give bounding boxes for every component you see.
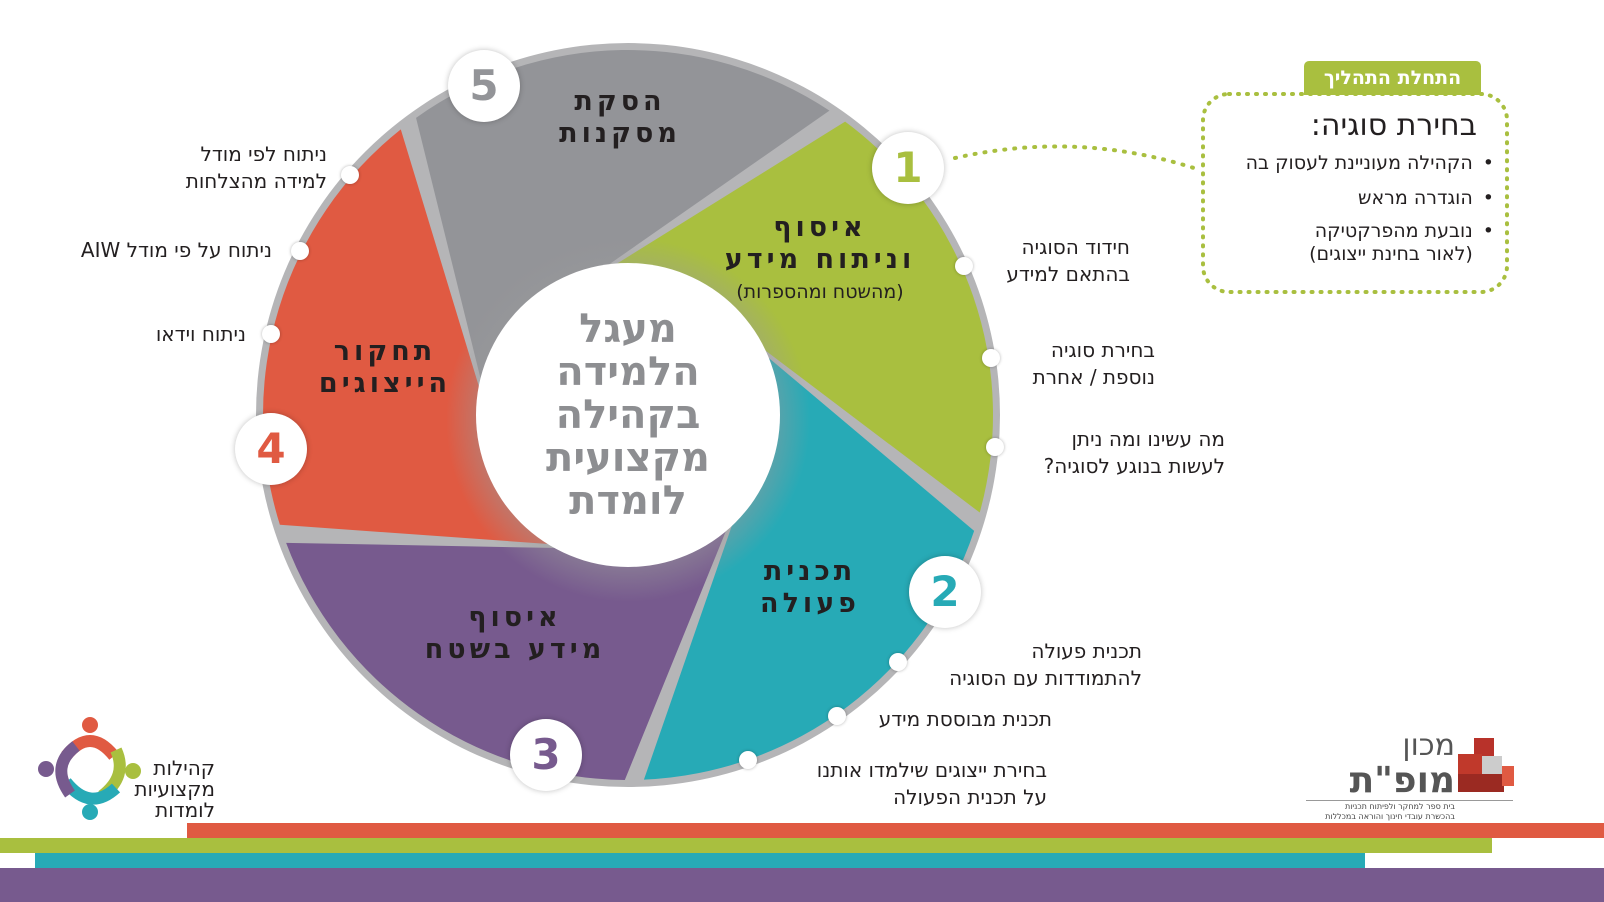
- annotation-seg4-2: ניתוח על פי מודל AIW: [30, 237, 272, 264]
- logo-divider: [1306, 800, 1513, 801]
- title-line: הסקת: [574, 86, 666, 117]
- bullet-icon: •: [1482, 187, 1494, 209]
- segment-2: [643, 355, 975, 780]
- annotation-line: ניתוח לפי מודל: [200, 142, 327, 166]
- annotation-line: נוספת / אחרת: [1032, 365, 1155, 389]
- mofet-logo-text: מכון מופ"ת: [1340, 730, 1455, 800]
- annotation-dot: [889, 653, 907, 671]
- annotation-dot: [828, 707, 846, 725]
- dotted-connector: [953, 144, 1202, 172]
- segment-5-title: הסקת מסקנות: [520, 86, 720, 150]
- segment-4-title: תחקור הייצוגים: [290, 336, 480, 400]
- start-tag: התחלת התהליך: [1304, 61, 1481, 95]
- center-line: בקהילה: [555, 392, 701, 438]
- logo-line: לומדות: [155, 798, 215, 822]
- bullet-text: נובעת מהפרקטיקה (לאור בחינת ייצוגים): [1309, 220, 1473, 265]
- step-1-badge: 1: [872, 132, 944, 204]
- annotation-line: חידוד הסוגיה: [1021, 235, 1130, 259]
- segment-1-subtitle: (מהשטח ומהספרות): [736, 281, 904, 303]
- stripe-orange: [187, 823, 1604, 838]
- annotation-line: בהתאם למידע: [1006, 262, 1130, 286]
- center-circle: [476, 263, 780, 567]
- segment-3-title: איסוף מידע בשטח: [400, 602, 630, 666]
- center-line: לומדת: [569, 478, 687, 524]
- annotation-dot: [982, 349, 1000, 367]
- logo-line: מקצועיות: [134, 777, 215, 801]
- communities-logo-icon: [38, 717, 141, 820]
- annotation-line: להתמודדות עם הסוגיה: [949, 666, 1142, 690]
- annotation-seg2-1: תכנית פעולה להתמודדות עם הסוגיה: [912, 638, 1142, 692]
- center-line: מקצועית: [546, 435, 710, 481]
- annotation-line: לעשות בנוגע לסוגיה?: [1043, 454, 1225, 478]
- annotation-seg1-2: בחירת סוגיה נוספת / אחרת: [1005, 337, 1155, 391]
- mofet-tagline: בית ספר למחקר ולפיתוח תכניות בהכשרת עובד…: [1300, 802, 1455, 822]
- stripe-green: [0, 838, 1492, 853]
- step-2-badge: 2: [909, 556, 981, 628]
- annotation-dot: [341, 166, 359, 184]
- annotation-seg1-1: חידוד הסוגיה בהתאם למידע: [980, 234, 1130, 288]
- bullet-icon: •: [1482, 152, 1494, 174]
- annotation-line: ניתוח וידאו: [155, 322, 246, 346]
- bullet-icon: •: [1482, 220, 1494, 242]
- center-line: מעגל: [579, 306, 677, 352]
- tagline-line: בית ספר למחקר ולפיתוח תכניות: [1344, 802, 1455, 811]
- step-3-badge: 3: [510, 719, 582, 791]
- segment-2-title: תכנית פעולה: [715, 556, 905, 620]
- annotation-dot: [291, 242, 309, 260]
- annotation-line: למידה מהצלחות: [185, 169, 327, 193]
- annotation-seg4-1: ניתוח לפי מודל למידה מהצלחות: [130, 141, 327, 195]
- mofet-logo-icon: [1458, 738, 1514, 792]
- segment-1-title: איסוף וניתוח מידע (מהשטח ומהספרות): [690, 212, 950, 308]
- annotation-line: על תכנית הפעולה: [893, 785, 1047, 809]
- bullet-item: • הוגדרה מראש: [1212, 185, 1494, 211]
- annotation-line: ניתוח על פי מודל AIW: [80, 238, 272, 262]
- annotation-dot: [986, 438, 1004, 456]
- communities-logo-text: קהילות מקצועיות לומדות: [95, 758, 215, 821]
- title-line: איסוף: [468, 602, 562, 633]
- step-4-badge: 4: [235, 413, 307, 485]
- step-5-badge: 5: [448, 50, 520, 122]
- title-line: איסוף: [773, 212, 867, 243]
- title-line: מסקנות: [559, 118, 681, 149]
- annotation-seg4-3: ניתוח וידאו: [100, 321, 246, 348]
- annotation-seg2-2: תכנית מבוססת מידע: [852, 706, 1052, 733]
- tagline-line: בהכשרת עובדי חינוך והוראה במכללות: [1325, 812, 1455, 821]
- bullet-item: • נובעת מהפרקטיקה (לאור בחינת ייצוגים): [1212, 220, 1494, 266]
- annotation-seg2-3: בחירת ייצוגים שילמדו אותנו על תכנית הפעו…: [762, 757, 1047, 811]
- annotation-line: בחירת סוגיה: [1050, 338, 1155, 362]
- title-line: פעולה: [760, 588, 860, 619]
- bullet-item: • הקהילה מעוניינת לעסוק בה: [1212, 150, 1494, 176]
- title-line: מידע בשטח: [424, 634, 606, 665]
- annotation-line: תכנית מבוססת מידע: [878, 707, 1052, 731]
- center-line: הלמידה: [556, 349, 700, 395]
- segment-1: [613, 121, 993, 513]
- title-line: וניתוח מידע: [724, 244, 916, 275]
- logo-name-bottom: מופ"ת: [1349, 760, 1455, 801]
- title-line: תכנית: [763, 556, 857, 587]
- start-box-title: בחירת סוגיה:: [1310, 108, 1477, 143]
- bullet-text: הוגדרה מראש: [1358, 187, 1473, 209]
- annotation-dot: [739, 751, 757, 769]
- logo-name-top: מכון: [1402, 728, 1455, 763]
- logo-line: קהילות: [153, 756, 215, 780]
- title-line: הייצוגים: [318, 368, 452, 399]
- center-title: מעגל הלמידה בקהילה מקצועית לומדת: [508, 308, 748, 523]
- annotation-dot: [262, 325, 280, 343]
- stripe-teal: [35, 853, 1365, 868]
- annotation-seg1-3: מה עשינו ומה ניתן לעשות בנוגע לסוגיה?: [1010, 426, 1225, 480]
- annotation-line: מה עשינו ומה ניתן: [1071, 427, 1225, 451]
- annotation-line: תכנית פעולה: [1031, 639, 1142, 663]
- annotation-line: בחירת ייצוגים שילמדו אותנו: [816, 758, 1047, 782]
- bullet-text: הקהילה מעוניינת לעסוק בה: [1245, 152, 1473, 174]
- annotation-dot: [955, 257, 973, 275]
- start-box-bullets: • הקהילה מעוניינת לעסוק בה • הוגדרה מראש •…: [1212, 150, 1494, 266]
- stripe-purple: [0, 868, 1604, 902]
- title-line: תחקור: [333, 336, 437, 367]
